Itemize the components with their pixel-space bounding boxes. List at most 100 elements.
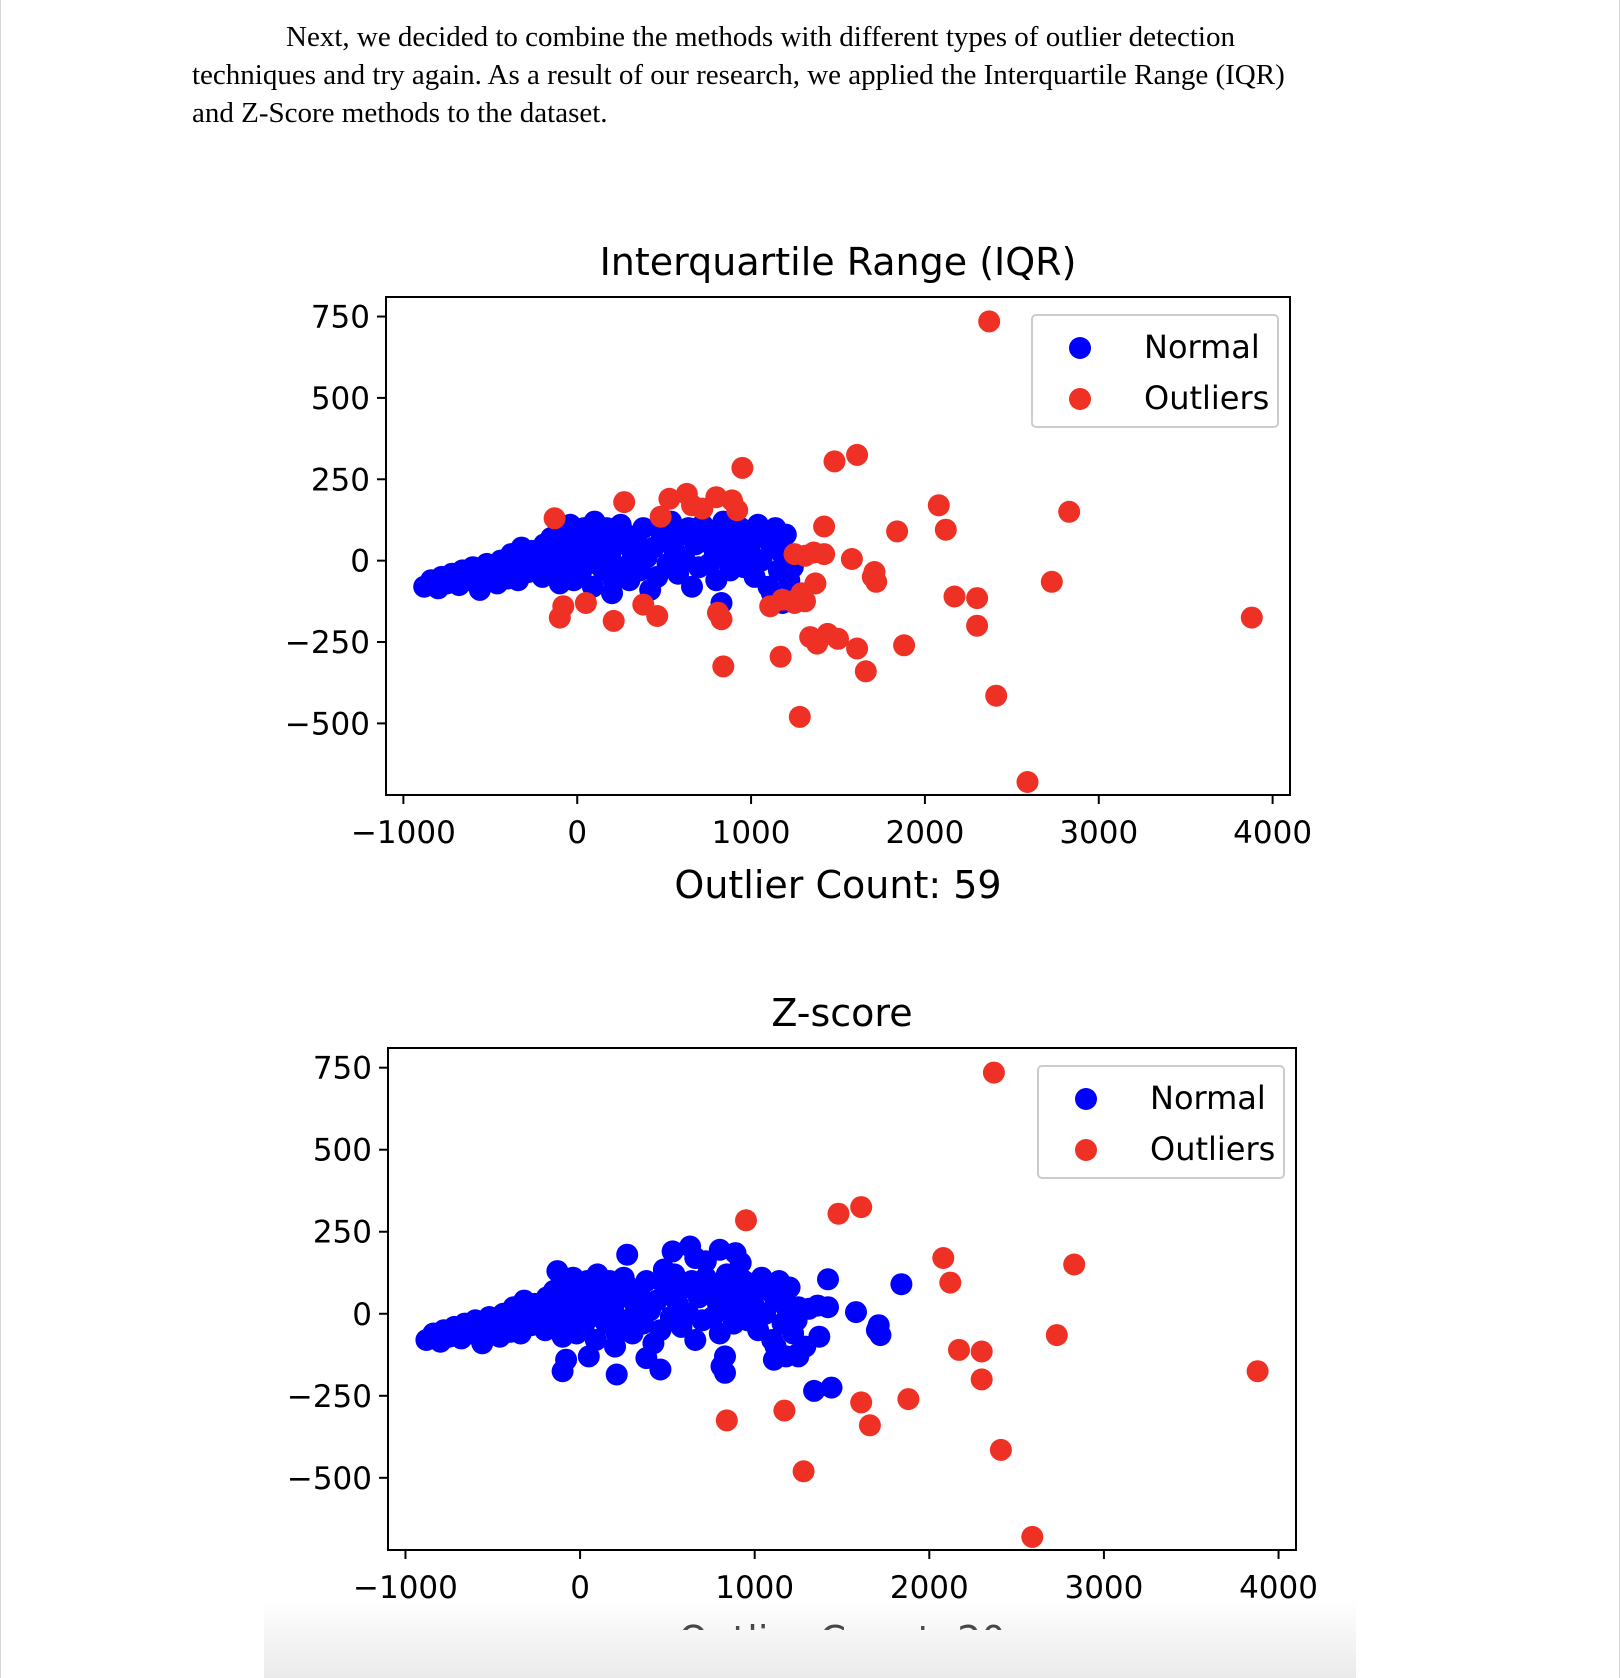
- iqr-outliers-point: [574, 592, 597, 614]
- zscore-normal-point: [616, 1243, 639, 1266]
- zscore-x-axis-label: Outlier Count: 20: [678, 1618, 1005, 1630]
- iqr-outliers-point: [861, 565, 884, 588]
- zscore-x-tick-label: 1000: [715, 1570, 794, 1606]
- iqr-legend-box: [1031, 314, 1279, 428]
- zscore-normal-point: [546, 1260, 569, 1283]
- iqr-legend: Normal Outliers: [1031, 314, 1279, 428]
- iqr-y-tick-label: 0: [350, 544, 370, 580]
- iqr-outliers-point: [813, 515, 836, 538]
- zscore-normal-point: [762, 1348, 785, 1371]
- zscore-outliers-point: [939, 1271, 962, 1294]
- iqr-outliers-point: [602, 609, 625, 632]
- iqr-plot-frame: [385, 296, 1291, 796]
- zscore-y-tick-label: 500: [313, 1133, 372, 1169]
- iqr-outliers-point: [966, 614, 989, 637]
- zscore-outliers-point: [1246, 1360, 1269, 1383]
- zscore-y-tick-label: −250: [287, 1379, 372, 1415]
- iqr-outliers-point: [893, 634, 916, 657]
- iqr-outliers-point: [726, 499, 749, 522]
- zscore-scatter-chart: Z-score −1000 0 1000 2000 3000 4000 750 500 250 0 −…: [287, 991, 1318, 1630]
- zscore-normal-point: [778, 1276, 801, 1299]
- iqr-outliers-point: [788, 705, 811, 728]
- zscore-legend: Normal Outliers: [1037, 1065, 1285, 1179]
- iqr-outliers-point: [769, 645, 792, 668]
- iqr-outliers-point: [927, 494, 950, 517]
- iqr-outliers-point: [646, 605, 669, 627]
- iqr-scatter-chart: Interquartile Range (IQR) −1000 0 1000 2000 3…: [285, 240, 1312, 907]
- zscore-normal-point: [803, 1379, 826, 1402]
- zscore-normal-point: [652, 1258, 675, 1281]
- paragraph-line-2: techniques and try again. As a result of…: [192, 59, 1285, 91]
- iqr-legend-marker-outliers: [1069, 388, 1091, 410]
- iqr-normal-point: [632, 517, 655, 540]
- zscore-normal-point: [649, 1358, 672, 1381]
- iqr-y-tick-label: −500: [285, 706, 370, 742]
- iqr-outliers-point: [806, 632, 829, 655]
- iqr-outliers-point: [813, 543, 836, 566]
- zscore-outliers-point: [773, 1399, 796, 1422]
- zscore-normal-point: [787, 1345, 810, 1368]
- iqr-outliers-point: [731, 456, 754, 479]
- zscore-outliers-point: [989, 1438, 1012, 1461]
- iqr-x-axis-label: Outlier Count: 59: [674, 863, 1001, 907]
- paragraph-line-1: Next, we decided to combine the methods …: [286, 21, 1235, 53]
- iqr-outliers-point: [1040, 570, 1063, 593]
- zscore-normal-point: [714, 1361, 736, 1384]
- paragraph-line-3: and Z-Score methods to the dataset.: [192, 97, 608, 129]
- iqr-outliers-point: [712, 655, 735, 678]
- iqr-x-tick-label: 1000: [712, 815, 791, 851]
- zscore-normal-point: [635, 1270, 658, 1292]
- iqr-legend-label-normal: Normal: [1144, 328, 1260, 366]
- zscore-normal-point: [661, 1240, 684, 1263]
- zscore-normal-point: [817, 1268, 839, 1291]
- iqr-outliers-point: [710, 608, 733, 631]
- zscore-outliers-point: [735, 1209, 757, 1232]
- body-paragraph: Next, we decided to combine the methods …: [192, 18, 1442, 132]
- iqr-outliers-point: [985, 684, 1008, 707]
- zscore-x-tick-label: 3000: [1064, 1570, 1143, 1606]
- iqr-outliers-point: [1240, 606, 1263, 629]
- iqr-outliers-point: [1058, 500, 1081, 523]
- iqr-outliers-point: [827, 627, 849, 650]
- iqr-series-normal: [413, 510, 804, 614]
- zscore-normal-point: [817, 1296, 839, 1319]
- zscore-outliers-point: [1045, 1324, 1068, 1347]
- iqr-outliers-point: [846, 637, 869, 660]
- iqr-outliers-point: [966, 587, 989, 610]
- zscore-y-tick-label: 250: [313, 1215, 372, 1251]
- iqr-y-tick-label: 250: [311, 462, 370, 498]
- zscore-y-tick-label: 750: [313, 1051, 372, 1087]
- zscore-x-tick-label: −1000: [353, 1570, 458, 1606]
- iqr-outliers-point: [613, 491, 636, 514]
- iqr-outliers-point: [759, 595, 782, 618]
- iqr-outliers-point: [548, 606, 571, 629]
- iqr-outliers-point: [543, 507, 566, 530]
- zscore-chart-title: Z-score: [771, 991, 912, 1035]
- iqr-outliers-point: [1016, 771, 1039, 793]
- iqr-points: [413, 310, 1263, 793]
- zscore-legend-label-normal: Normal: [1150, 1079, 1266, 1117]
- iqr-x-tick-label: 4000: [1233, 815, 1312, 851]
- zscore-plot-frame: [387, 1047, 1297, 1551]
- zscore-outliers-point: [715, 1409, 738, 1432]
- iqr-normal-point: [774, 523, 797, 546]
- iqr-chart-title: Interquartile Range (IQR): [600, 240, 1077, 284]
- zscore-normal-point: [605, 1363, 628, 1386]
- zscore-normal-point: [584, 1329, 607, 1351]
- iqr-outliers-point: [978, 310, 1001, 333]
- zscore-series-normal: [415, 1235, 913, 1402]
- zscore-y-tick-label: −500: [287, 1461, 372, 1497]
- iqr-outliers-point: [846, 443, 869, 466]
- zscore-outliers-point: [897, 1388, 920, 1411]
- iqr-series-outliers: [543, 310, 1263, 793]
- zscore-outliers-point: [948, 1338, 970, 1361]
- zscore-legend-marker-normal: [1075, 1088, 1097, 1110]
- page-border-left: [0, 0, 1, 1678]
- zscore-outliers-point: [850, 1391, 873, 1414]
- zscore-outliers-point: [970, 1368, 993, 1391]
- iqr-x-tick-label: −1000: [351, 815, 456, 851]
- iqr-outliers-point: [886, 520, 909, 543]
- zscore-normal-point: [551, 1360, 574, 1383]
- zscore-outliers-point: [1021, 1525, 1044, 1548]
- zscore-x-tick-label: 2000: [890, 1570, 969, 1606]
